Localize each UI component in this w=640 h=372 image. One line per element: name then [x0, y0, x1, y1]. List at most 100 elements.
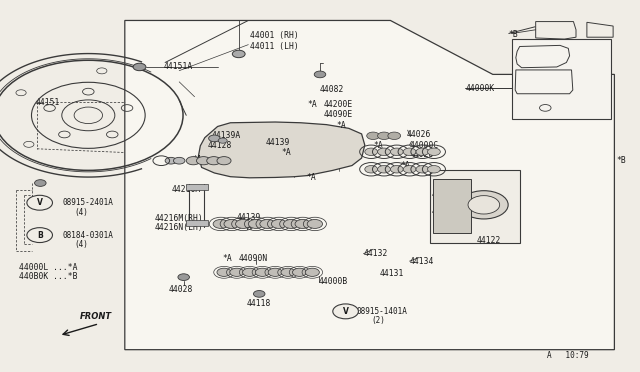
Circle shape	[281, 268, 295, 276]
Text: V: V	[36, 198, 43, 207]
Circle shape	[416, 166, 429, 173]
Text: 44000K: 44000K	[465, 84, 495, 93]
Text: (4): (4)	[74, 240, 88, 249]
Circle shape	[403, 148, 416, 155]
Circle shape	[378, 166, 390, 173]
Circle shape	[365, 166, 378, 173]
Text: 44216N(LH): 44216N(LH)	[155, 223, 204, 232]
Circle shape	[230, 268, 244, 276]
Polygon shape	[186, 184, 208, 190]
Circle shape	[217, 268, 231, 276]
Bar	[433, 179, 471, 233]
Text: 44204: 44204	[432, 207, 456, 216]
Circle shape	[133, 63, 146, 71]
Circle shape	[416, 148, 429, 155]
Text: 44139: 44139	[237, 213, 261, 222]
Circle shape	[428, 148, 440, 155]
Text: A   10:79: A 10:79	[547, 351, 589, 360]
Circle shape	[268, 268, 282, 276]
Circle shape	[253, 291, 265, 297]
Circle shape	[388, 132, 401, 140]
Text: *A: *A	[192, 155, 202, 164]
Circle shape	[460, 191, 508, 219]
Circle shape	[27, 195, 52, 210]
Circle shape	[271, 219, 287, 228]
Circle shape	[468, 196, 500, 214]
Circle shape	[314, 71, 326, 78]
Text: 44216M(RH): 44216M(RH)	[155, 214, 204, 223]
Circle shape	[292, 268, 307, 276]
Circle shape	[248, 219, 264, 228]
Circle shape	[173, 157, 185, 164]
Text: 440B0K ...*B: 440B0K ...*B	[19, 272, 77, 280]
Text: 44151A: 44151A	[163, 62, 193, 71]
Circle shape	[35, 199, 46, 206]
Circle shape	[224, 219, 239, 228]
Circle shape	[284, 219, 299, 228]
Text: 44082: 44082	[320, 85, 344, 94]
Circle shape	[333, 304, 358, 319]
Polygon shape	[186, 220, 208, 226]
Text: 44001 (RH): 44001 (RH)	[250, 31, 298, 40]
Text: 44000L ...*A: 44000L ...*A	[19, 263, 77, 272]
Text: 44090N: 44090N	[239, 254, 268, 263]
Text: FRONT: FRONT	[80, 312, 112, 321]
Circle shape	[378, 148, 390, 155]
Text: 44200E: 44200E	[323, 100, 353, 109]
Circle shape	[209, 135, 220, 142]
Circle shape	[178, 274, 189, 280]
Text: V: V	[342, 307, 349, 316]
Circle shape	[243, 268, 257, 276]
Polygon shape	[125, 20, 614, 350]
Circle shape	[305, 268, 319, 276]
Circle shape	[207, 157, 221, 165]
Circle shape	[260, 219, 275, 228]
Text: *A: *A	[373, 141, 383, 150]
Text: 44000B: 44000B	[319, 278, 348, 286]
Text: *A: *A	[307, 100, 317, 109]
Text: 44026: 44026	[410, 150, 434, 159]
Circle shape	[378, 132, 390, 140]
Text: 44216A: 44216A	[172, 185, 201, 194]
Text: *B: *B	[509, 30, 518, 39]
Text: 44026: 44026	[406, 130, 431, 139]
Text: 44151: 44151	[35, 98, 60, 107]
Text: 08915-1401A: 08915-1401A	[356, 307, 407, 316]
Bar	[512, 39, 611, 119]
Circle shape	[35, 180, 46, 186]
Text: *A: *A	[223, 254, 232, 263]
Circle shape	[307, 219, 323, 228]
Circle shape	[403, 166, 416, 173]
Text: 44122: 44122	[477, 236, 501, 245]
Text: 44134: 44134	[410, 257, 434, 266]
Text: (2): (2)	[371, 316, 385, 325]
Circle shape	[255, 268, 269, 276]
Circle shape	[365, 148, 378, 155]
Text: *A: *A	[242, 223, 252, 232]
Text: 44028: 44028	[168, 285, 193, 294]
Text: *A: *A	[306, 221, 316, 230]
Text: 08915-2401A: 08915-2401A	[63, 198, 113, 207]
Text: *A: *A	[401, 161, 410, 170]
Text: *B: *B	[616, 156, 626, 165]
Text: *A: *A	[336, 121, 346, 130]
Circle shape	[186, 157, 200, 165]
Text: 08184-0301A: 08184-0301A	[63, 231, 113, 240]
Text: 44118: 44118	[246, 299, 271, 308]
Circle shape	[390, 166, 403, 173]
Text: 44139A: 44139A	[211, 131, 241, 140]
Text: 44090E: 44090E	[323, 110, 353, 119]
Circle shape	[390, 148, 403, 155]
Text: 44128: 44128	[208, 141, 232, 150]
Text: 44130: 44130	[432, 190, 456, 199]
Text: (4): (4)	[74, 208, 88, 217]
Text: *A: *A	[306, 173, 316, 182]
Text: *A: *A	[282, 148, 291, 157]
Circle shape	[217, 157, 231, 165]
Circle shape	[236, 219, 251, 228]
Circle shape	[428, 166, 440, 173]
Bar	[430, 170, 520, 243]
Text: 44132: 44132	[364, 249, 388, 258]
Circle shape	[218, 138, 227, 143]
Circle shape	[367, 132, 380, 140]
